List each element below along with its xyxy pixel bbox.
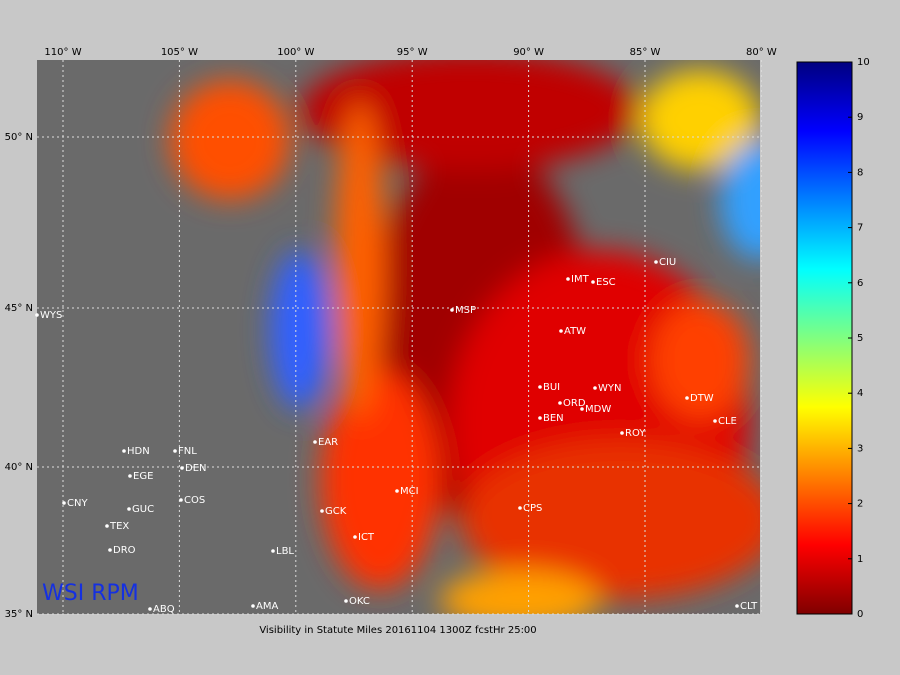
station-dot (558, 401, 562, 405)
lat-label: 35° N (5, 609, 33, 620)
station-label: ROY (625, 428, 646, 439)
station-dot (566, 277, 570, 281)
colorbar-label: 8 (857, 167, 863, 178)
station-label: DEN (185, 463, 207, 474)
station-dot (173, 449, 177, 453)
lon-label: 95° W (397, 47, 428, 58)
colorbar-label: 6 (857, 278, 863, 289)
caption: Visibility in Statute Miles 20161104 130… (259, 625, 536, 636)
station-dot (538, 416, 542, 420)
station-label: GCK (325, 506, 347, 517)
station-dot (593, 386, 597, 390)
station-label: IMT (571, 274, 590, 285)
station-label: CIU (659, 257, 676, 268)
station-label: MCI (400, 486, 419, 497)
lat-label: 50° N (5, 132, 33, 143)
colorbar-label: 4 (857, 388, 863, 399)
station-label: CPS (523, 503, 542, 514)
station-label: TEX (109, 521, 129, 532)
lat-label: 45° N (5, 303, 33, 314)
lon-label: 100° W (277, 47, 314, 58)
brand: WSI RPM (42, 581, 139, 606)
station-label: EAR (318, 437, 338, 448)
station-label: OKC (349, 596, 370, 607)
station-dot (108, 548, 112, 552)
station-label: ICT (358, 532, 375, 543)
station-dot (320, 509, 324, 513)
station-dot (620, 431, 624, 435)
colorbar-label: 10 (857, 57, 870, 68)
station-label: WYS (40, 310, 62, 321)
station-dot (251, 604, 255, 608)
station-dot (313, 440, 317, 444)
station-label: DRO (113, 545, 136, 556)
station-dot (580, 407, 584, 411)
visibility-field (170, 60, 760, 614)
station-label: CLT (740, 601, 758, 612)
station-dot (518, 506, 522, 510)
station-dot (128, 474, 132, 478)
lon-label: 85° W (630, 47, 661, 58)
graticule (37, 60, 762, 615)
station-label: CLE (718, 416, 737, 427)
colorbar-label: 9 (857, 112, 863, 123)
colorbar-label: 1 (857, 554, 863, 565)
lon-label: 80° W (746, 47, 777, 58)
station-dot (559, 329, 563, 333)
station-dot (538, 385, 542, 389)
station-label: COS (184, 495, 205, 506)
station-dot (735, 604, 739, 608)
station-label: DTW (690, 393, 714, 404)
lon-label: 90° W (513, 47, 544, 58)
colorbar (796, 61, 853, 615)
station-label: ESC (596, 277, 616, 288)
station-dot (344, 599, 348, 603)
station-dot (148, 607, 152, 611)
station-label: ORD (563, 398, 586, 409)
station-dot (105, 524, 109, 528)
station-dot (685, 396, 689, 400)
lon-label: 110° W (44, 47, 81, 58)
colorbar-label: 3 (857, 443, 863, 454)
lat-label: 40° N (5, 462, 33, 473)
station-dot (271, 549, 275, 553)
station-label: BUI (543, 382, 560, 393)
station-label: GUC (132, 504, 154, 515)
station-dot (179, 498, 183, 502)
station-label: ABQ (153, 604, 175, 615)
station-dot (591, 280, 595, 284)
station-dot (450, 308, 454, 312)
station-dot (353, 535, 357, 539)
station-label: MSP (455, 305, 476, 316)
station-label: WYN (598, 383, 621, 394)
station-label: FNL (178, 446, 197, 457)
station-label: BEN (543, 413, 564, 424)
station-dot (654, 260, 658, 264)
station-label: ATW (564, 326, 586, 337)
station-label: CNY (67, 498, 88, 509)
station-label: AMA (256, 601, 278, 612)
station-label: HDN (127, 446, 150, 457)
station-dot (395, 489, 399, 493)
colorbar-label: 5 (857, 333, 863, 344)
colorbar-label: 0 (857, 609, 863, 620)
station-label: MDW (585, 404, 611, 415)
station-dot (35, 313, 39, 317)
station-label: EGE (133, 471, 153, 482)
station-dot (713, 419, 717, 423)
colorbar-label: 7 (857, 223, 863, 234)
station-label: LBL (276, 546, 294, 557)
lon-label: 105° W (161, 47, 198, 58)
station-dot (122, 449, 126, 453)
station-dot (127, 507, 131, 511)
station-dot (62, 501, 66, 505)
colorbar-label: 2 (857, 499, 863, 510)
station-dot (180, 466, 184, 470)
